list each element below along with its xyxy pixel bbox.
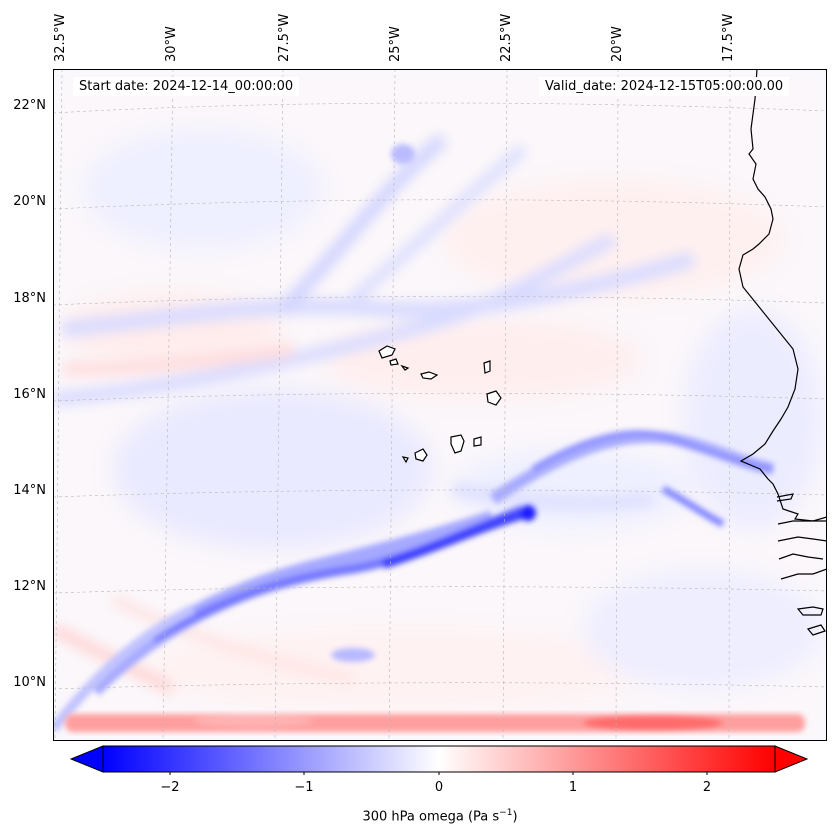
colorbar-tick-2: 2: [702, 780, 712, 795]
lat-label-12N: 12°N: [13, 579, 46, 594]
lat-label-22N: 22°N: [13, 98, 46, 113]
colorbar-tick-neg2: −2: [160, 780, 180, 795]
lat-label-10N: 10°N: [13, 675, 46, 690]
lon-label-17.5W: 17.5°W: [721, 13, 736, 62]
colorbar: [70, 745, 809, 775]
colorbar-label-main: 300 hPa omega (Pa s: [362, 809, 500, 825]
colorbar-body: [102, 745, 776, 773]
coastline: [738, 69, 827, 636]
colorbar-tick-1: 1: [568, 780, 578, 795]
lat-label-18N: 18°N: [13, 291, 46, 306]
cabo-verde-islands: [378, 345, 502, 464]
colorbar-label: 300 hPa omega (Pa s−1): [0, 808, 837, 824]
lon-label-30W: 30°W: [164, 26, 179, 62]
field-south-band: [65, 714, 805, 732]
lat-label-14N: 14°N: [13, 483, 46, 498]
colorbar-label-close: ): [512, 809, 518, 825]
colorbar-tick-neg1: −1: [294, 780, 314, 795]
colorbar-extend-right: [774, 745, 809, 773]
lon-label-25W: 25°W: [388, 26, 403, 62]
lon-label-22.5W: 22.5°W: [499, 13, 514, 62]
colorbar-label-exponent: −1: [499, 808, 513, 818]
lon-label-20W: 20°W: [610, 26, 625, 62]
start-date-label: Start date: 2024-12-14_00:00:00: [73, 77, 300, 96]
lat-label-16N: 16°N: [13, 387, 46, 402]
lon-label-27.5W: 27.5°W: [277, 13, 292, 62]
valid-date-label: Valid_date: 2024-12-15T05:00:00.00: [539, 77, 790, 96]
lon-label-32.5W: 32.5°W: [53, 13, 68, 62]
colorbar-tick-0: 0: [434, 780, 444, 795]
field-weak-patches: [53, 69, 827, 741]
gridlines: [53, 69, 827, 741]
omega-map: [53, 69, 827, 741]
lat-label-20N: 20°N: [13, 194, 46, 209]
colorbar-tick-marks: [169, 772, 708, 775]
field-ridges: [53, 133, 696, 695]
colorbar-extend-left: [70, 745, 104, 773]
